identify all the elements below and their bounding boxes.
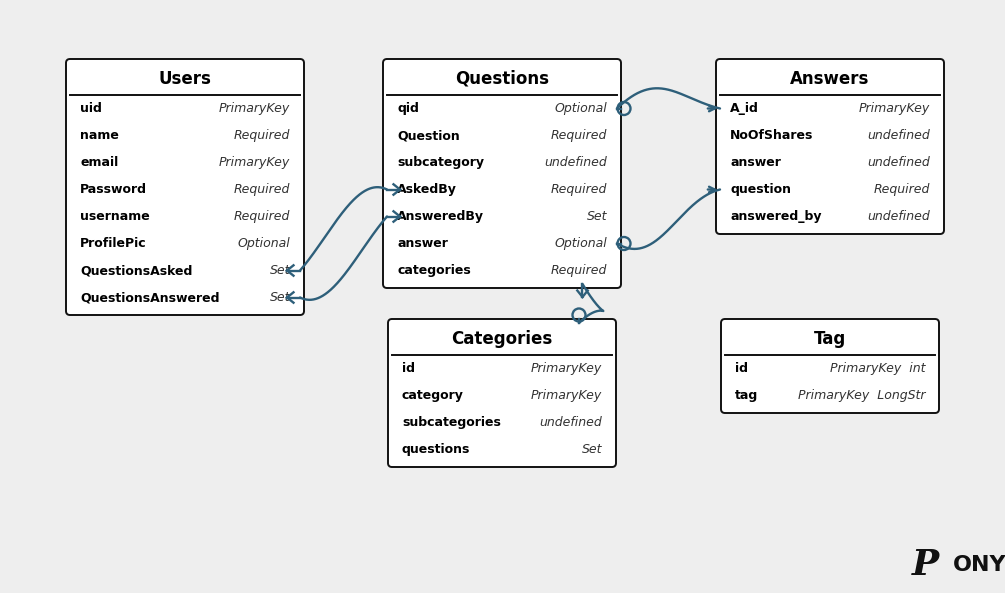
Text: PrimaryKey: PrimaryKey <box>531 389 602 402</box>
Text: Categories: Categories <box>451 330 553 348</box>
Text: id: id <box>402 362 415 375</box>
Text: P: P <box>912 548 939 582</box>
Text: Set: Set <box>587 210 607 223</box>
Text: Optional: Optional <box>237 237 290 250</box>
Text: answer: answer <box>397 237 448 250</box>
Text: NoOfShares: NoOfShares <box>730 129 813 142</box>
Text: qid: qid <box>397 102 419 115</box>
Text: email: email <box>80 156 119 169</box>
Text: tag: tag <box>735 389 758 402</box>
Text: name: name <box>80 129 119 142</box>
Text: Tag: Tag <box>814 330 846 348</box>
Text: Required: Required <box>233 210 290 223</box>
Text: Required: Required <box>873 183 930 196</box>
FancyBboxPatch shape <box>716 59 944 234</box>
FancyBboxPatch shape <box>721 319 939 413</box>
Text: question: question <box>730 183 791 196</box>
Text: Required: Required <box>233 183 290 196</box>
Text: Questions: Questions <box>455 70 549 88</box>
Text: undefined: undefined <box>867 210 930 223</box>
Text: AskedBy: AskedBy <box>397 183 457 196</box>
FancyBboxPatch shape <box>388 319 616 467</box>
Text: answered_by: answered_by <box>730 210 821 223</box>
Text: categories: categories <box>397 264 470 277</box>
FancyBboxPatch shape <box>66 59 304 315</box>
Text: A_id: A_id <box>730 102 759 115</box>
Text: QuestionsAsked: QuestionsAsked <box>80 264 192 277</box>
Text: Set: Set <box>582 443 602 456</box>
Text: undefined: undefined <box>545 156 607 169</box>
Text: Required: Required <box>551 129 607 142</box>
Text: id: id <box>735 362 748 375</box>
Text: Answers: Answers <box>790 70 869 88</box>
Text: undefined: undefined <box>540 416 602 429</box>
Text: Question: Question <box>397 129 459 142</box>
Text: Required: Required <box>551 183 607 196</box>
Text: PrimaryKey: PrimaryKey <box>531 362 602 375</box>
Text: undefined: undefined <box>867 129 930 142</box>
Text: Required: Required <box>551 264 607 277</box>
Text: questions: questions <box>402 443 470 456</box>
Text: PrimaryKey: PrimaryKey <box>219 156 290 169</box>
Text: AnsweredBy: AnsweredBy <box>397 210 484 223</box>
Text: Password: Password <box>80 183 147 196</box>
Text: PrimaryKey: PrimaryKey <box>858 102 930 115</box>
Text: subcategories: subcategories <box>402 416 500 429</box>
Text: Optional: Optional <box>554 237 607 250</box>
Text: PrimaryKey  int: PrimaryKey int <box>829 362 925 375</box>
FancyBboxPatch shape <box>383 59 621 288</box>
Text: answer: answer <box>730 156 781 169</box>
Text: uid: uid <box>80 102 102 115</box>
Text: category: category <box>402 389 464 402</box>
Text: Required: Required <box>233 129 290 142</box>
Text: PrimaryKey: PrimaryKey <box>219 102 290 115</box>
Text: Set: Set <box>269 264 290 277</box>
Text: QuestionsAnswered: QuestionsAnswered <box>80 291 219 304</box>
Text: subcategory: subcategory <box>397 156 484 169</box>
Text: Optional: Optional <box>554 102 607 115</box>
Text: Users: Users <box>159 70 211 88</box>
Text: ONY: ONY <box>953 555 1005 575</box>
Text: username: username <box>80 210 150 223</box>
Text: Set: Set <box>269 291 290 304</box>
Text: PrimaryKey  LongStr: PrimaryKey LongStr <box>798 389 925 402</box>
Text: ProfilePic: ProfilePic <box>80 237 147 250</box>
Text: undefined: undefined <box>867 156 930 169</box>
